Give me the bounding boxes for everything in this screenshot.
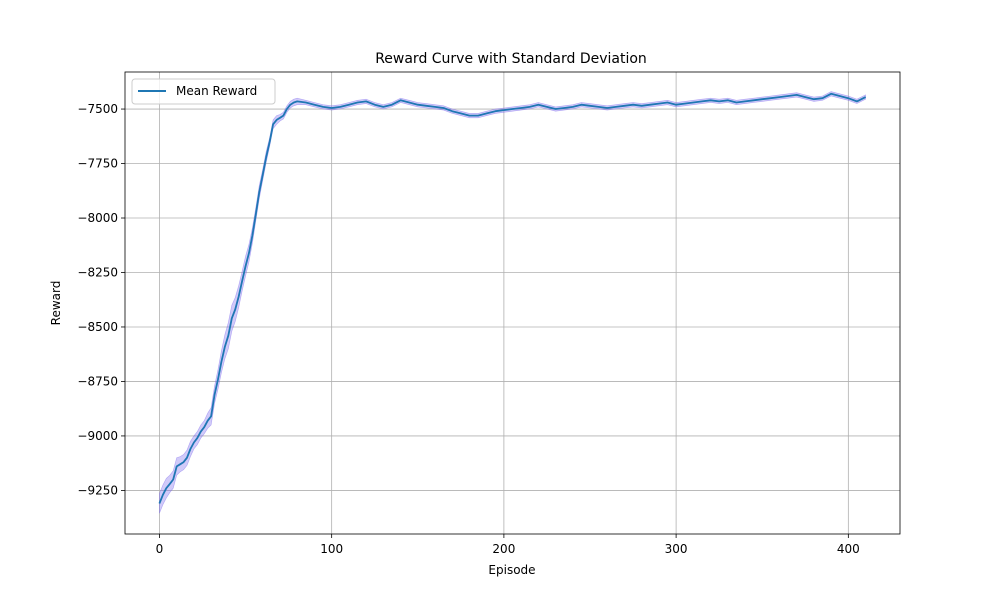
chart-title: Reward Curve with Standard Deviation: [375, 51, 647, 67]
x-axis-label: Episode: [488, 563, 535, 577]
grid-layer: [125, 72, 900, 534]
x-tick-label: 100: [320, 542, 343, 556]
y-tick-label: −9000: [77, 429, 118, 443]
std-band: [159, 91, 866, 514]
y-tick-label: −8750: [77, 374, 118, 388]
legend-box: [131, 78, 276, 105]
y-tick-label: −7750: [77, 157, 118, 171]
tick-layer: 0 100 200 300 400 −9250 −9000 −8750 −8500 −8250 −8…: [77, 102, 859, 556]
legend: Mean Reward: [131, 78, 276, 105]
x-tick-label: 400: [837, 542, 860, 556]
plot-frame: [124, 71, 901, 535]
mean-reward-line: [158, 92, 866, 504]
x-tick-label: 200: [492, 542, 515, 556]
y-tick-label: −8000: [77, 211, 118, 225]
x-tick-label: 0: [156, 542, 164, 556]
x-tick-label: 300: [665, 542, 688, 556]
mean-line-layer: [158, 92, 866, 504]
legend-label-mean-reward: Mean Reward: [176, 84, 257, 98]
std-band-layer: [159, 91, 866, 514]
y-tick-label: −8500: [77, 320, 118, 334]
y-tick-label: −8250: [77, 265, 118, 279]
y-tick-label: −9250: [77, 483, 118, 497]
y-tick-label: −7500: [77, 102, 118, 116]
y-axis-label: Reward: [49, 281, 63, 326]
